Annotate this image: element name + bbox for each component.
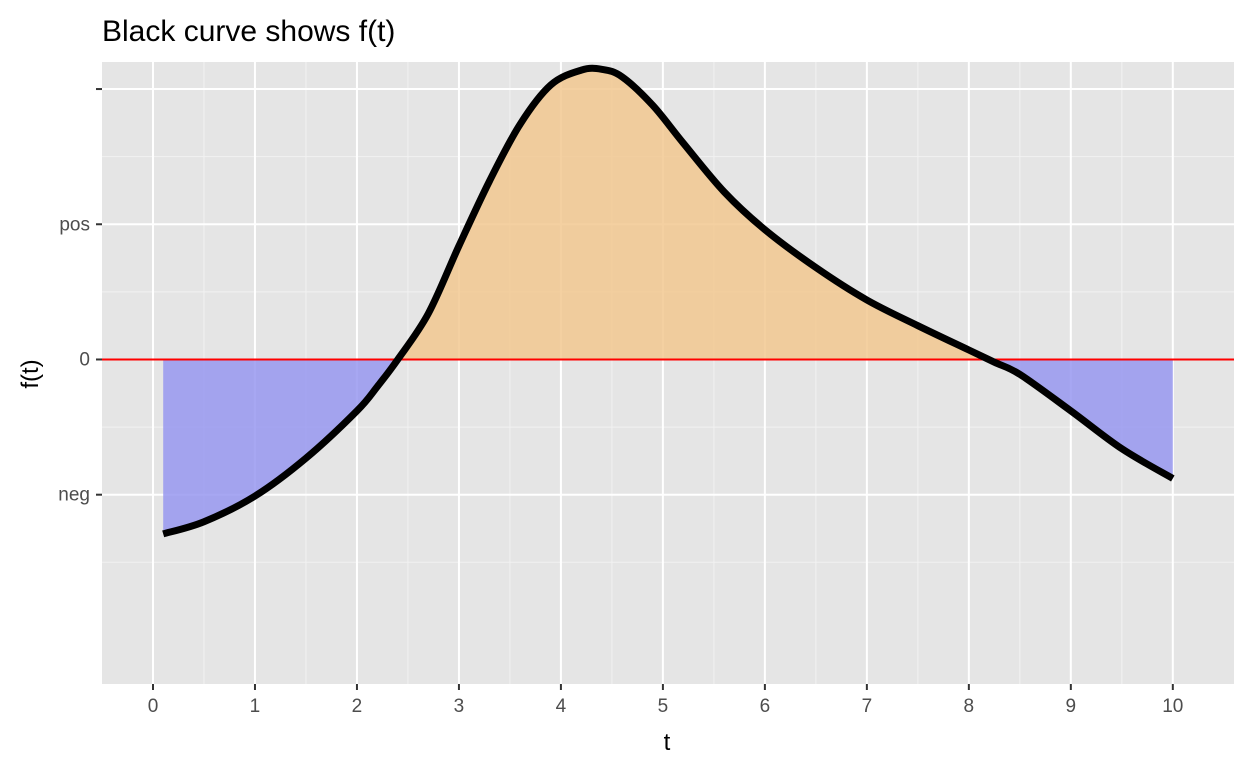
- x-tick-label: 5: [658, 696, 669, 717]
- x-tick-label: 1: [250, 696, 261, 717]
- x-tick-label: 9: [1066, 696, 1077, 717]
- series-curve: [162, 64, 1175, 538]
- x-axis-title: t: [664, 729, 671, 756]
- x-tick-label: 8: [964, 696, 975, 717]
- x-tick-label: 7: [862, 696, 873, 717]
- y-axis-title: f(t): [17, 359, 44, 388]
- y-tick-label: pos: [59, 214, 90, 235]
- y-tick-label: 0: [79, 349, 90, 370]
- negative-area-0: [163, 359, 398, 534]
- x-tick-label: 0: [148, 696, 159, 717]
- x-tick-label: 3: [454, 696, 465, 717]
- x-tick-label: 2: [352, 696, 363, 717]
- chart-title: Black curve shows f(t): [102, 15, 395, 48]
- y-tick-label: neg: [58, 485, 90, 506]
- x-tick-label: 10: [1162, 696, 1183, 717]
- x-tick-label: 4: [556, 696, 567, 717]
- x-tick-label: 6: [760, 696, 771, 717]
